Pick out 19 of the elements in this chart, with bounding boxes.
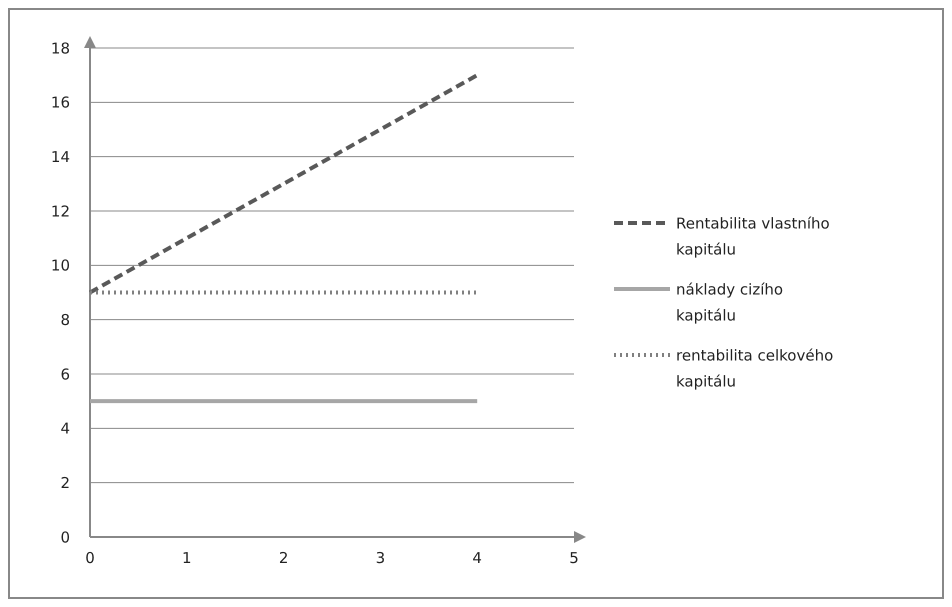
x-tick-label: 5 <box>569 549 579 567</box>
x-tick-label: 3 <box>376 549 386 567</box>
y-tick-label: 18 <box>50 39 70 58</box>
x-tick-label: 1 <box>182 549 192 567</box>
y-tick-label: 6 <box>60 365 70 384</box>
x-tick-label: 4 <box>472 549 482 567</box>
y-tick-label: 8 <box>60 310 70 329</box>
legend-label: Rentabilita vlastního kapitálu <box>676 214 830 258</box>
y-tick-label: 16 <box>50 94 70 112</box>
y-tick-label: 4 <box>60 420 70 438</box>
legend-label: rentabilita celkového kapitálu <box>676 346 834 390</box>
y-tick-label: 0 <box>60 528 70 546</box>
y-tick-label: 10 <box>50 256 70 275</box>
x-tick-label: 0 <box>85 549 95 567</box>
legend-label: náklady cizího kapitálu <box>676 280 784 324</box>
y-tick-label: 2 <box>60 474 70 492</box>
y-tick-label: 14 <box>50 148 70 166</box>
y-tick-label: 12 <box>50 202 70 220</box>
x-tick-label: 2 <box>278 549 288 567</box>
